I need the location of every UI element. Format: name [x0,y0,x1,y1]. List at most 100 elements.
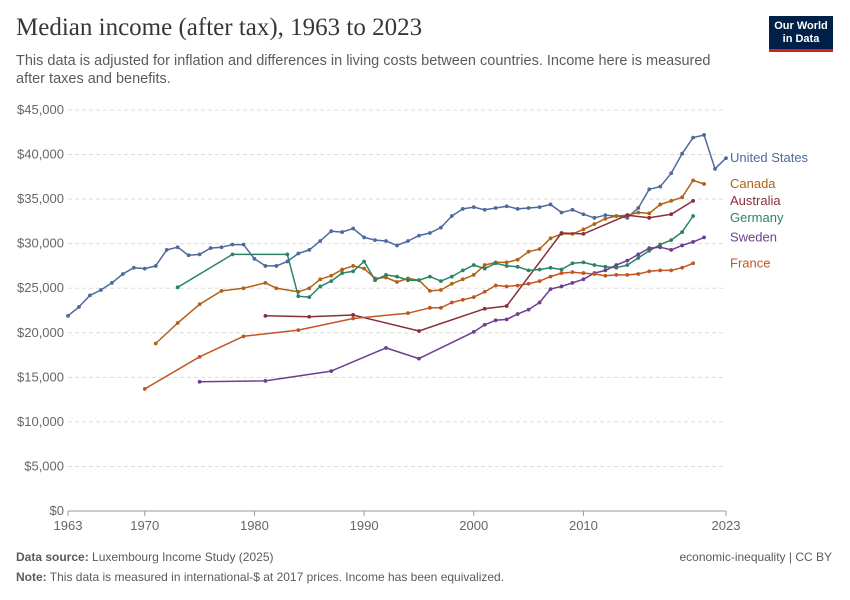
data-point [307,248,312,252]
data-point [142,266,147,271]
data-point [658,268,663,273]
data-point [428,305,432,310]
data-point [614,263,619,267]
data-point [614,214,619,218]
data-point [175,321,180,325]
data-point [603,264,608,269]
data-point [691,178,695,183]
data-point [614,272,619,277]
data-point [417,278,421,283]
data-point [636,272,641,276]
data-point [362,259,366,264]
series-france [142,261,695,391]
data-point [680,195,685,200]
data-point [669,238,674,243]
data-point [274,286,279,291]
data-point [482,266,487,271]
data-point [252,256,257,261]
data-point [351,269,356,274]
data-point [515,257,520,262]
data-point [548,287,553,292]
data-point [449,281,454,286]
data-point [373,238,377,243]
data-point [460,207,465,211]
source-text[interactable]: Luxembourg Income Study (2025) [92,550,274,564]
data-point [647,215,652,220]
data-point [329,273,334,278]
data-point [504,204,509,209]
x-tick-label: 2000 [459,518,488,533]
logo-line-1: Our World [774,20,828,32]
data-point [471,205,476,210]
y-tick-label: $25,000 [17,280,64,295]
y-tick-label: $5,000 [24,458,64,473]
data-point [471,263,476,267]
data-point [362,235,366,240]
data-point [296,294,301,299]
data-point [548,265,553,270]
license-text[interactable]: economic-inequality | CC BY [679,550,832,564]
data-point [318,239,323,243]
data-point [351,313,356,317]
data-point [263,378,268,383]
data-point [581,231,586,236]
data-point [384,275,388,280]
data-point [625,213,630,218]
series-germany [175,214,695,300]
data-point [142,387,147,391]
data-point [493,318,498,323]
data-point [515,283,520,288]
data-point [77,305,81,309]
data-point [230,242,235,247]
series-australia [263,198,695,333]
data-point [559,210,564,215]
data-point [88,293,92,298]
data-point [680,230,685,234]
data-point [559,231,564,235]
data-point [351,264,356,268]
data-point [669,198,674,203]
data-point [395,274,399,279]
data-point [449,214,454,218]
data-point [417,233,421,238]
data-point [559,271,564,275]
data-point [482,322,487,327]
series-sweden [197,235,706,384]
data-point [109,280,114,285]
data-point [691,214,695,218]
data-point [559,284,564,289]
data-point [581,227,586,232]
data-point [658,202,663,207]
data-point [570,270,575,275]
series-united-states [66,133,728,318]
data-point [625,263,630,267]
data-point [438,279,443,283]
x-axis: 1963 1970 1980 1990 2000 2010 2023 [54,510,740,533]
data-point [482,207,487,212]
data-point [603,273,608,278]
data-point [581,277,586,282]
data-point [219,245,224,250]
data-point [636,210,641,215]
legend-label: United States [730,150,809,165]
series-line [177,215,694,298]
data-point [603,216,608,221]
data-point [340,271,345,275]
data-point [647,187,652,192]
data-point [647,246,652,251]
data-point [164,248,169,252]
data-point [438,288,443,292]
data-point [197,252,202,257]
data-point [647,248,652,253]
data-point [395,280,399,284]
data-point [537,247,542,251]
data-point [614,265,619,270]
data-point [307,286,312,291]
y-tick-label: $40,000 [17,147,64,162]
data-point [307,314,312,319]
data-point [318,284,323,289]
data-point [307,295,312,300]
owid-logo[interactable]: Our World in Data [769,16,833,52]
data-point [680,265,685,270]
data-point [197,302,202,307]
